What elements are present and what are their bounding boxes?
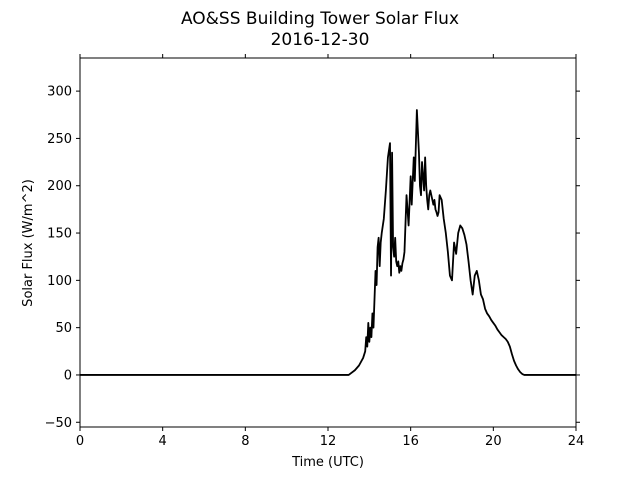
x-tick-label: 8 — [241, 434, 249, 449]
y-tick-label: 50 — [55, 321, 72, 336]
x-tick-label: 12 — [320, 434, 337, 449]
axis-ticks: 0 4 8 12 16 20 24 −50 0 50 100 150 200 250 300 — [45, 54, 585, 449]
chart-subtitle: 2016-12-30 — [271, 30, 370, 50]
series-line-0 — [80, 109, 576, 376]
y-tick-label: 300 — [47, 85, 72, 100]
x-tick-label: 0 — [76, 434, 84, 449]
plot-area — [80, 109, 576, 376]
x-tick-label: 24 — [568, 434, 585, 449]
y-tick-label: 150 — [47, 227, 72, 242]
x-tick-label: 16 — [402, 434, 419, 449]
chart-title: AO&SS Building Tower Solar Flux — [181, 9, 459, 29]
x-tick-label: 20 — [485, 434, 502, 449]
y-tick-label: −50 — [45, 416, 72, 431]
y-tick-label: 100 — [47, 274, 72, 289]
y-axis-label: Solar Flux (W/m^2) — [21, 179, 36, 307]
y-tick-label: 250 — [47, 132, 72, 147]
plot-frame — [79, 57, 577, 428]
x-axis-label: Time (UTC) — [291, 455, 364, 470]
y-tick-label: 200 — [47, 179, 72, 194]
y-tick-label: 0 — [64, 368, 72, 383]
x-tick-label: 4 — [159, 434, 167, 449]
